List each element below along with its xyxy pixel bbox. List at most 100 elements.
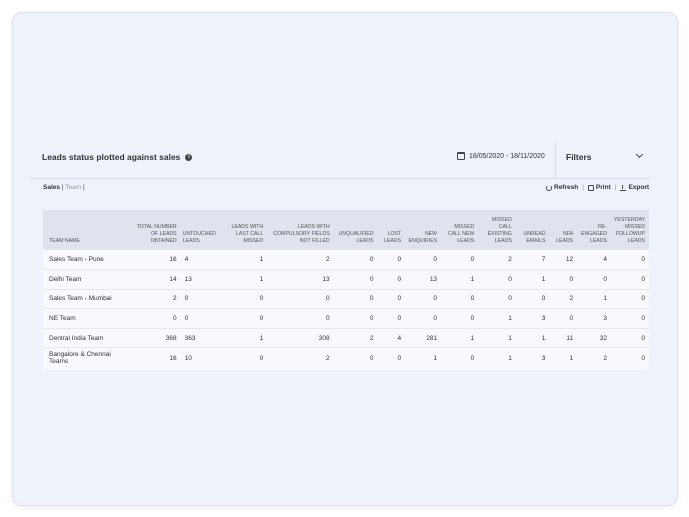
table-cell: 281	[405, 328, 442, 349]
table-cell: 2	[131, 289, 181, 310]
table-cell: 10	[184, 354, 192, 362]
table-cell: 0	[180, 289, 223, 310]
table-row[interactable]: Dentral India Team 368 363 1 309 2 4 281…	[43, 328, 649, 349]
refresh-button[interactable]: Refresh	[546, 184, 578, 191]
date-range-picker[interactable]: 18/05/2020 - 18/11/2020	[457, 152, 545, 160]
leads-table-container[interactable]: TEAM NAME TOTAL NUMBER OF LEADS OBTAINED…	[43, 210, 649, 370]
table-cell: 0	[577, 269, 611, 290]
table-cell: 3	[515, 308, 550, 329]
table-cell: 0	[610, 328, 649, 349]
table-cell: 4	[577, 250, 611, 271]
column-header[interactable]: UNTOUCHED LEADS	[180, 210, 223, 250]
table-cell: 0	[441, 308, 479, 329]
table-cell: 0	[377, 308, 406, 329]
table-cell: 0	[180, 308, 223, 329]
column-header[interactable]: MISSED CALL NEW LEADS	[441, 210, 479, 250]
tab-separator-trailing: |	[82, 184, 85, 191]
column-header[interactable]: TEAM NAME	[43, 210, 132, 250]
table-row[interactable]: Sales Team - Pune 16 4 1 2 0 0 0 0 2 7 1…	[43, 250, 649, 271]
table-cell: 309	[267, 328, 334, 349]
table-cell: 0	[470, 354, 475, 362]
table-cell: 0	[333, 269, 378, 290]
table-cell: 363	[180, 328, 223, 349]
column-header[interactable]: MISSED CALL EXISTING LEADS	[478, 210, 516, 250]
table-cell: 0	[333, 250, 378, 271]
export-label: Export	[628, 184, 650, 191]
table-cell: 1	[433, 354, 438, 362]
table-row[interactable]: Delhi Team 14 13 1 13 0 0 13 1 0 1 0 0 0	[43, 269, 649, 290]
table-cell: 0	[441, 289, 479, 310]
team-name-cell: NE Team	[43, 308, 132, 329]
table-cell: 2	[267, 250, 334, 271]
team-name-cell: Delhi Team	[43, 269, 132, 290]
column-header[interactable]: LEADS WITH COMPULSORY FIELDS NOT FILLED	[267, 210, 334, 250]
filters-dropdown[interactable]: Filters	[555, 143, 650, 179]
column-header[interactable]: TOTAL NUMBER OF LEADS OBTAINED	[131, 210, 181, 250]
tab-team[interactable]: Team	[65, 184, 82, 191]
table-cell: 32	[577, 328, 611, 349]
team-name-cell: Sales Team - Pune	[43, 250, 132, 271]
refresh-label: Refresh	[554, 184, 579, 191]
table-cell: 1	[222, 250, 268, 271]
table-cell: 4	[180, 250, 223, 271]
column-header[interactable]: LOST LEADS	[377, 210, 406, 250]
table-cell: 0	[405, 250, 442, 271]
table-cell: 0	[397, 354, 402, 362]
tab-separator: |	[61, 184, 64, 191]
table-cell: 0	[549, 308, 578, 329]
table-cell: 0	[222, 308, 268, 329]
table-cell: 0	[610, 250, 649, 271]
table-cell: 1	[478, 328, 516, 349]
column-header[interactable]: UNREAD EMAILS	[515, 210, 550, 250]
column-header[interactable]: NEW ENQUIRIES	[405, 210, 442, 250]
table-cell: 1	[569, 354, 574, 362]
table-cell: 0	[478, 269, 516, 290]
table-cell: 1	[222, 269, 268, 290]
table-cell: 0	[267, 289, 334, 310]
table-cell: 0	[259, 354, 264, 362]
info-icon[interactable]: i	[185, 153, 193, 161]
table-cell: 13	[405, 269, 442, 290]
print-label: Print	[595, 184, 611, 191]
table-cell: 0	[369, 354, 374, 362]
report-title-text: Leads status plotted against sales	[42, 152, 181, 162]
tab-sales[interactable]: Sales	[43, 184, 60, 191]
column-header[interactable]: NFA LEADS	[549, 210, 578, 250]
table-cell: 1	[441, 328, 479, 349]
table-cell: 2	[333, 328, 378, 349]
table-cell: 14	[131, 269, 181, 290]
table-cell: 0	[515, 289, 550, 310]
column-header[interactable]: RE-ENGAGED LEADS	[577, 210, 611, 250]
table-cell: 4	[377, 328, 406, 349]
export-button[interactable]: Export	[620, 184, 649, 191]
table-cell: 1	[577, 289, 611, 310]
table-cell: 2	[603, 354, 607, 362]
table-cell: 0	[131, 308, 181, 329]
table-cell: 0	[641, 354, 645, 362]
table-cell: 0	[441, 250, 479, 271]
print-button[interactable]: Print	[587, 184, 611, 191]
table-cell: 1	[441, 269, 479, 290]
column-header[interactable]: UNQUALIFIED LEADS	[333, 210, 378, 250]
table-cell: 2	[326, 354, 330, 362]
table-row[interactable]: Bangalore & Chennai Teams 16 10 0 2 0 0 …	[43, 348, 649, 368]
report-header: Leads status plotted against sales i 18/…	[30, 143, 650, 179]
table-cell: 1	[515, 269, 550, 290]
table-cell: 0	[610, 289, 649, 310]
column-header[interactable]: YESTERDAY MISSED FOLLOWUP LEADS	[610, 210, 649, 250]
table-cell: 11	[549, 328, 578, 349]
action-separator: |	[614, 184, 617, 191]
table-cell: 0	[267, 308, 334, 329]
table-cell: 16	[131, 250, 181, 271]
table-cell: 0	[405, 289, 442, 310]
table-cell: 3	[577, 308, 611, 329]
action-separator: |	[582, 184, 584, 191]
column-header[interactable]: LEADS WITH LAST CALL MISSED	[222, 210, 268, 250]
table-cell: 0	[377, 289, 406, 310]
report-title: Leads status plotted against sales i	[42, 152, 193, 162]
table-row[interactable]: NE Team 0 0 0 0 0 0 0 0 1 3 0 3 0	[43, 308, 649, 329]
calendar-icon	[457, 152, 465, 160]
table-actions: Refresh | Print | Export	[546, 184, 649, 191]
table-cell: 1	[508, 354, 512, 362]
table-row[interactable]: Sales Team - Mumbai 2 0 0 0 0 0 0 0 0 0 …	[43, 289, 649, 310]
